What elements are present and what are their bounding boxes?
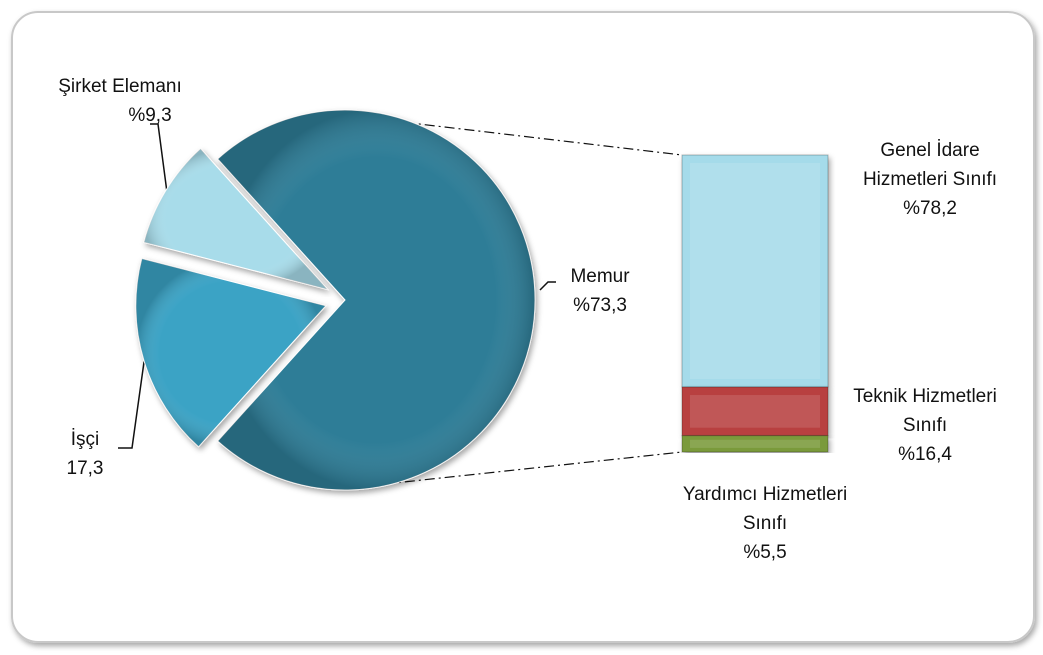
bar-label: Genel İdare Hizmetleri Sınıfı %78,2 <box>850 136 1010 223</box>
bar-segment <box>681 435 829 453</box>
bar-label: Yardımcı Hizmetleri Sınıfı %5,5 <box>680 480 850 567</box>
pie-label: Şirket Elemanı %9,3 <box>30 72 210 130</box>
value-label: %16,4 <box>898 444 952 465</box>
category-label: Memur <box>570 266 630 287</box>
pie-label: Memur %73,3 <box>555 262 645 320</box>
leader-line <box>539 281 556 291</box>
pie-label: İşçi 17,3 <box>40 425 130 483</box>
category-label: İşçi <box>70 429 100 450</box>
value-label: 17,3 <box>66 458 104 479</box>
value-label: %5,5 <box>743 542 787 563</box>
category-label: Şirket Elemanı <box>58 76 182 97</box>
category-label: Teknik Hizmetleri Sınıfı <box>853 386 997 436</box>
bar-segment <box>681 154 829 388</box>
bar-segment <box>681 386 829 437</box>
value-label: %78,2 <box>903 198 957 219</box>
category-label: Yardımcı Hizmetleri Sınıfı <box>682 484 848 534</box>
value-label: %9,3 <box>128 105 172 126</box>
value-label: %73,3 <box>573 295 627 316</box>
category-label: Genel İdare Hizmetleri Sınıfı <box>862 140 998 190</box>
bar-label: Teknik Hizmetleri Sınıfı %16,4 <box>835 382 1015 469</box>
